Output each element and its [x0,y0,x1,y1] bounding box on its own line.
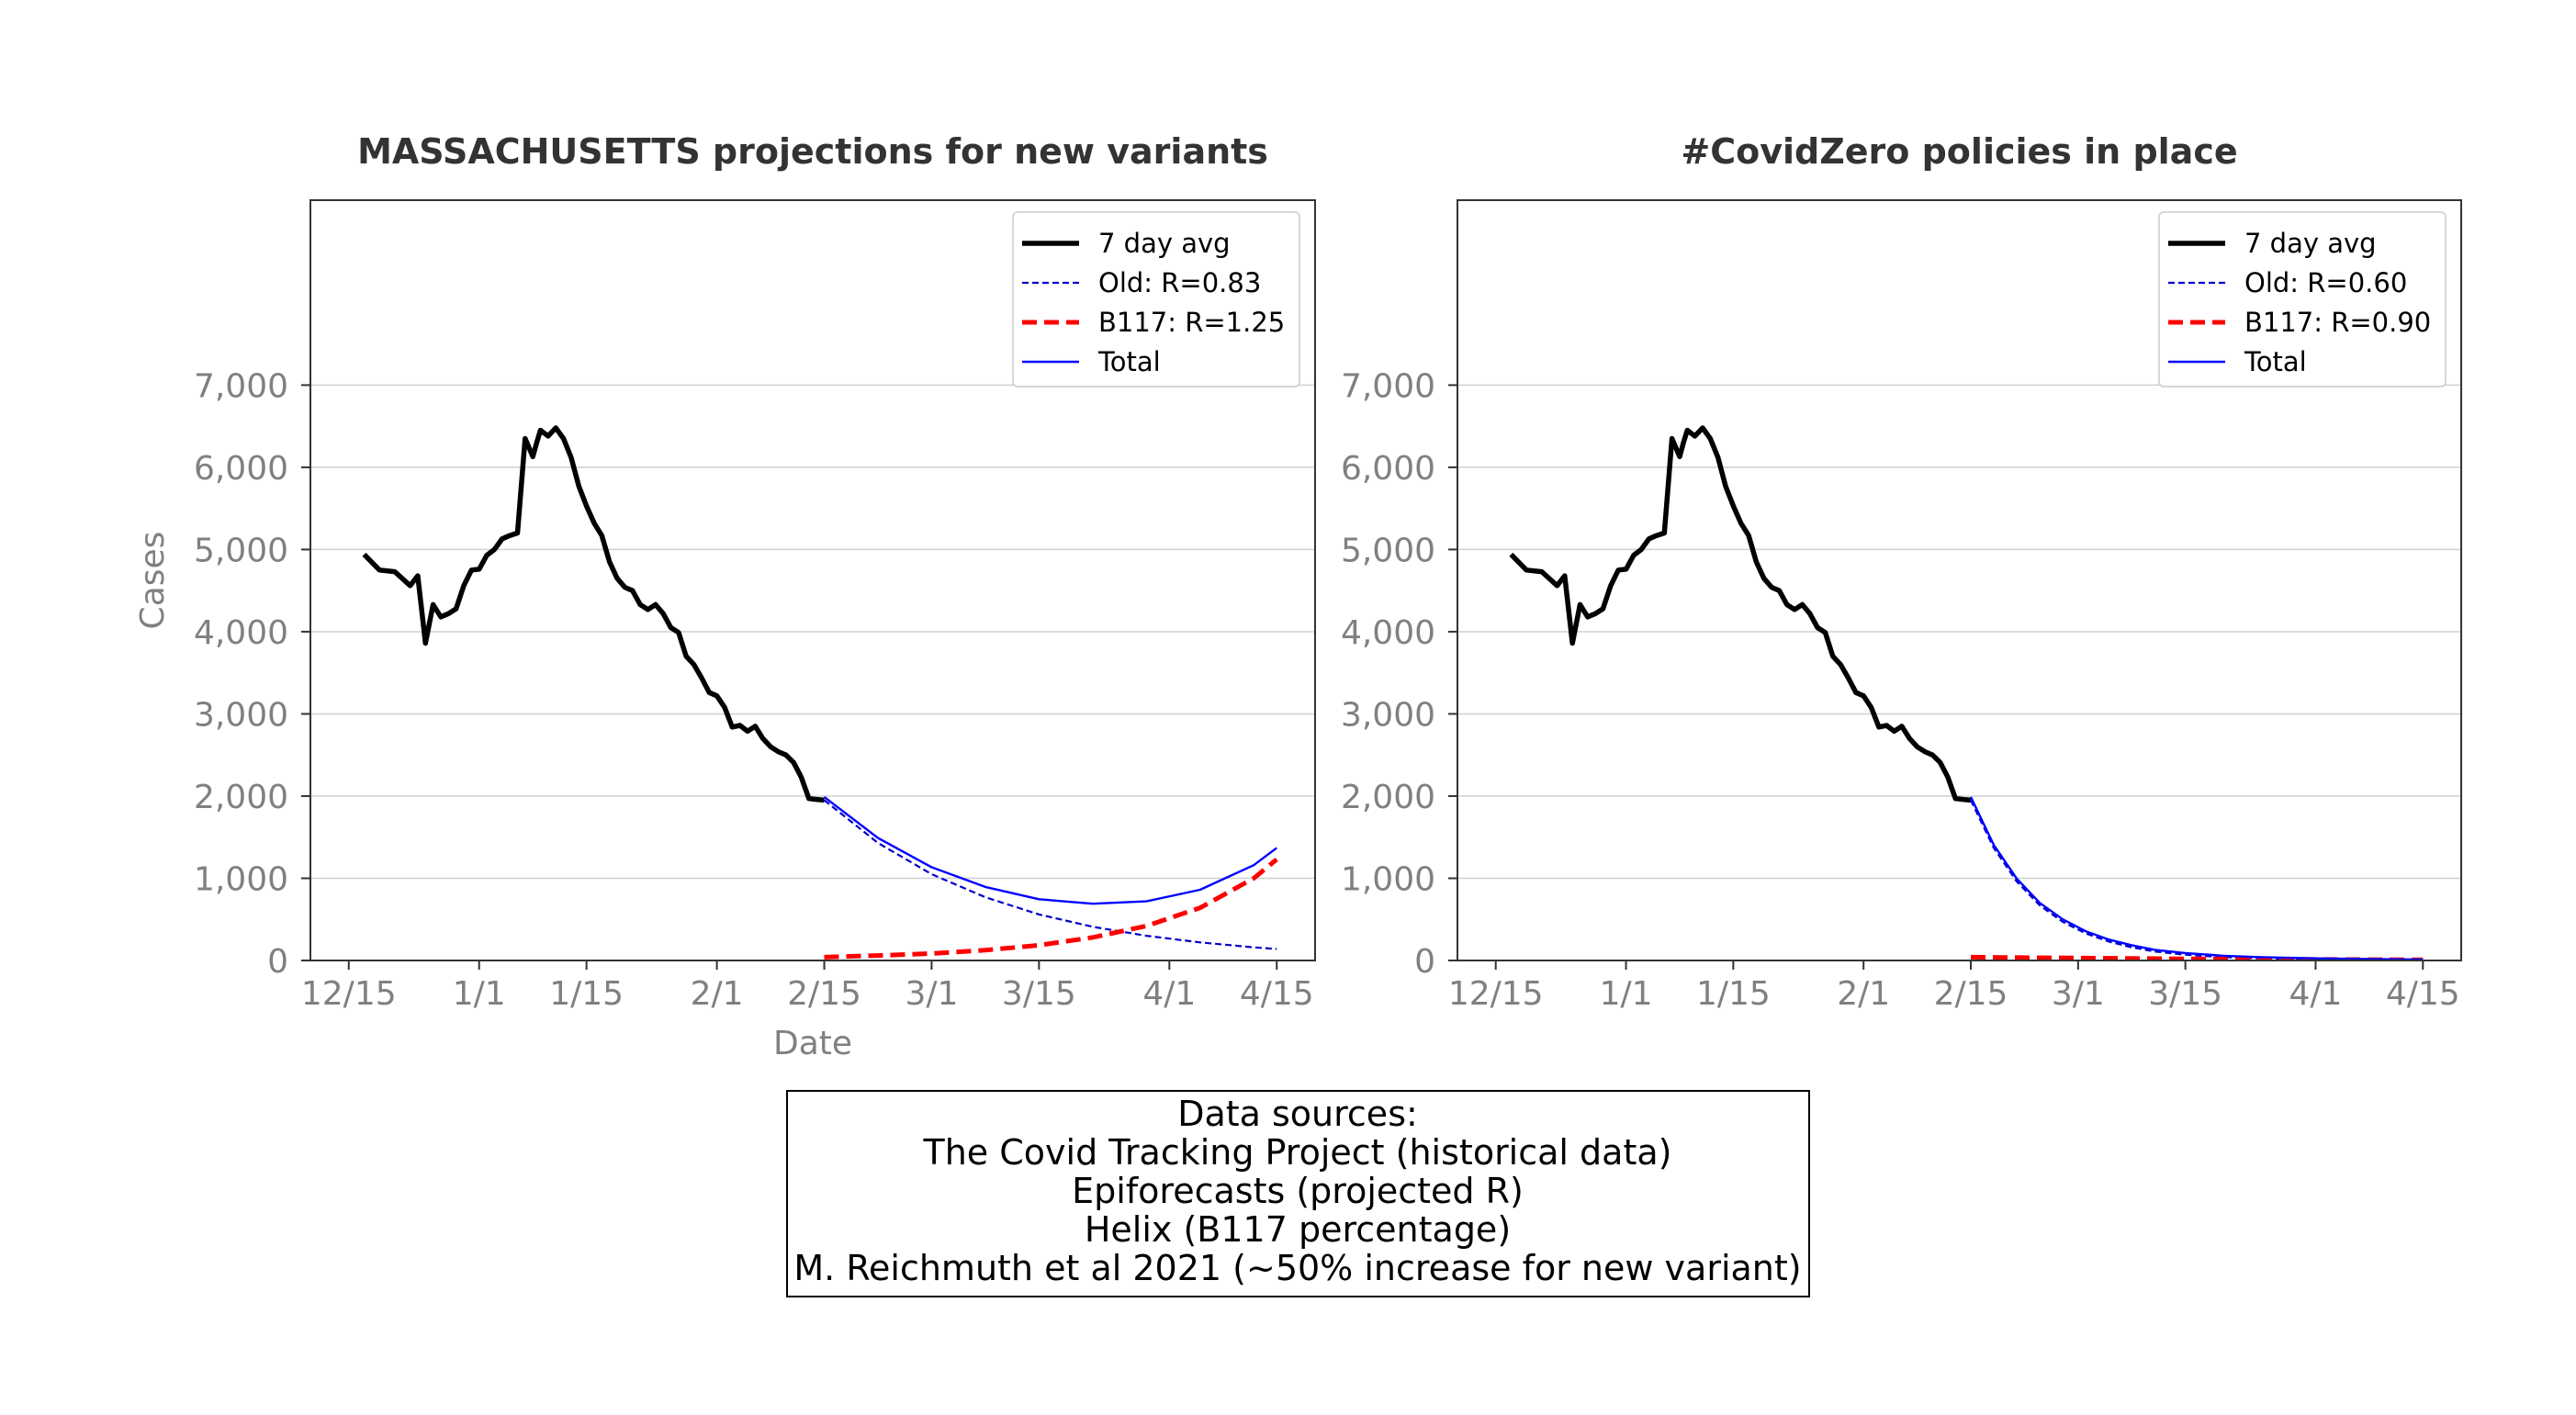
legend-label: Old: R=0.60 [2244,267,2407,298]
chart-title: #CovidZero policies in place [1681,131,2237,172]
x-tick-label: 1/1 [1600,975,1653,1013]
y-tick-label: 2,000 [194,779,288,816]
legend: 7 day avg Old: R=0.60 B117: R=0.90 Total [2158,211,2447,387]
source-line: Helix (B117 percentage) [1085,1209,1511,1250]
series-line-0 [1509,425,1972,803]
legend-label: B117: R=1.25 [1098,307,1285,338]
legend-frame [1012,211,1300,387]
y-tick-label: 5,000 [1341,532,1435,569]
y-tick-label: 6,000 [1341,450,1435,488]
y-tick-label: 4,000 [1341,614,1435,652]
y-axis-label: Cases [134,532,172,630]
x-tick-label: 1/15 [549,975,624,1013]
y-tick-label: 1,000 [194,860,288,898]
source-line: Data sources: [1177,1094,1418,1134]
x-tick-label: 1/15 [1696,975,1771,1013]
series-line-3 [1969,796,2424,960]
series-line-3 [823,795,1277,905]
x-tick-label: 2/15 [1934,975,2008,1013]
y-tick-label: 7,000 [1341,367,1435,405]
legend-label: Old: R=0.83 [1098,267,1261,298]
plot-frame [309,199,1316,961]
x-tick-label: 3/1 [905,975,958,1013]
series-line-1 [1970,799,2424,960]
x-tick-label: 4/1 [2289,975,2343,1013]
legend-label: B117: R=0.90 [2244,307,2431,338]
series-line-2 [824,857,1278,960]
x-axis-label: Date [773,1025,852,1062]
x-tick-label: 12/15 [1448,975,1544,1013]
y-tick-label: 0 [267,943,288,981]
series-line-0 [362,425,825,803]
chart-title: MASSACHUSETTS projections for new varian… [357,131,1268,172]
legend-label: 7 day avg [1098,228,1231,259]
source-line: M. Reichmuth et al 2021 (~50% increase f… [793,1248,1801,1288]
source-line: Epiforecasts (projected R) [1072,1171,1524,1211]
x-tick-label: 2/1 [1837,975,1890,1013]
y-tick-label: 3,000 [1341,696,1435,734]
source-line: The Covid Tracking Project (historical d… [923,1132,1672,1173]
legend-label: 7 day avg [2244,228,2377,259]
legend: 7 day avg Old: R=0.83 B117: R=1.25 Total [1012,211,1300,387]
y-tick-label: 0 [1414,943,1435,981]
y-tick-label: 7,000 [194,367,288,405]
sources-box: Data sources: The Covid Tracking Project… [786,1090,1810,1297]
y-tick-label: 5,000 [194,532,288,569]
legend-frame [2158,211,2447,387]
x-tick-label: 4/1 [1142,975,1196,1013]
x-tick-label: 12/15 [301,975,397,1013]
x-tick-label: 3/15 [1002,975,1076,1013]
y-tick-label: 3,000 [194,696,288,734]
x-tick-label: 4/15 [2386,975,2460,1013]
x-tick-label: 2/15 [787,975,861,1013]
series-line-1 [823,799,1277,950]
legend-label: Total [2244,346,2307,377]
x-tick-label: 1/1 [453,975,506,1013]
x-tick-label: 3/1 [2052,975,2105,1013]
y-tick-label: 1,000 [1341,860,1435,898]
y-tick-label: 4,000 [194,614,288,652]
chart-panel-left: 0 1,000 2,000 3,000 4,000 5,000 6,000 7,000 12/1… [134,131,1316,1062]
y-tick-label: 6,000 [194,450,288,488]
chart-panel-right: 0 1,000 2,000 3,000 4,000 5,000 6,000 7,000 12/1… [1341,131,2462,1013]
x-tick-label: 2/1 [691,975,744,1013]
legend-label: Total [1097,346,1161,377]
x-tick-label: 3/15 [2148,975,2222,1013]
plot-frame [1457,199,2462,961]
y-tick-label: 2,000 [1341,779,1435,816]
x-tick-label: 4/15 [1240,975,1314,1013]
